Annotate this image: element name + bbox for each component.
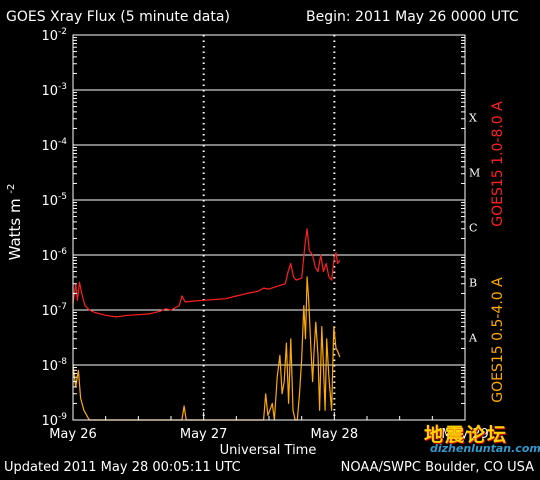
begin-time: Begin: 2011 May 26 0000 UTC <box>306 9 519 25</box>
x-tick-label: May 29 <box>441 427 489 442</box>
watermark-logo: 地震论坛 <box>424 424 509 446</box>
y-tick-label: 10-4 <box>41 137 67 154</box>
y-tick-label: 10-5 <box>41 192 67 209</box>
series-long-channel <box>72 228 341 318</box>
legend-short-channel: GOES15 0.5-4.0 A <box>490 277 506 403</box>
y-tick-label: 10-2 <box>41 27 67 44</box>
credit-text: NOAA/SWPC Boulder, CO USA <box>340 460 534 475</box>
series-short-channel <box>72 276 341 421</box>
x-tick-label: May 27 <box>180 427 228 442</box>
flare-class-label: C <box>469 222 477 235</box>
flare-class-label: M <box>469 167 480 180</box>
x-axis-label: Universal Time <box>220 443 317 458</box>
grid-lines <box>73 34 465 421</box>
chart-title: GOES Xray Flux (5 minute data) <box>6 9 230 25</box>
legend-long-channel: GOES15 1.0-8.0 A <box>490 101 506 227</box>
y-axis-label: Watts m -2 <box>6 184 24 261</box>
flare-class-label: X <box>469 112 477 125</box>
x-tick-label: May 26 <box>49 427 97 442</box>
y-tick-label: 10-8 <box>41 357 67 374</box>
plot-frame <box>72 34 466 421</box>
flare-class-label: B <box>469 277 477 290</box>
watermark-url: dizhenluntan.com <box>430 442 540 455</box>
updated-timestamp: Updated 2011 May 28 00:05:11 UTC <box>4 460 241 475</box>
y-tick-label: 10-3 <box>41 82 67 99</box>
flare-class-label: A <box>468 332 478 345</box>
y-tick-label: 10-9 <box>41 412 67 429</box>
y-tick-label: 10-7 <box>41 302 67 319</box>
x-tick-label: May 28 <box>311 427 359 442</box>
y-tick-label: 10-6 <box>41 247 67 264</box>
